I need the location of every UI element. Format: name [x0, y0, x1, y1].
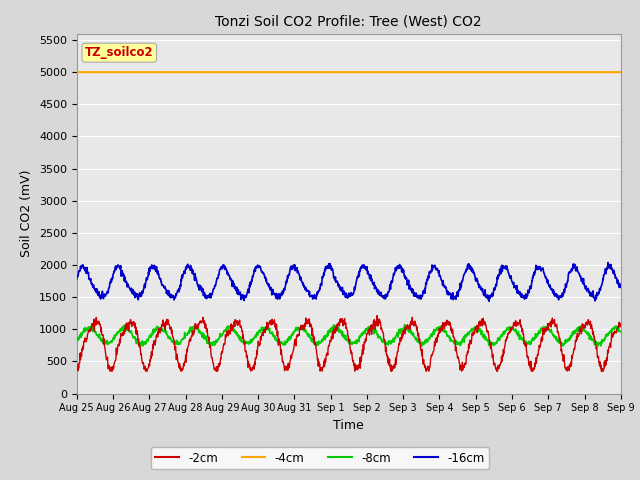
Y-axis label: Soil CO2 (mV): Soil CO2 (mV): [20, 170, 33, 257]
Legend: -2cm, -4cm, -8cm, -16cm: -2cm, -4cm, -8cm, -16cm: [150, 447, 490, 469]
Title: Tonzi Soil CO2 Profile: Tree (West) CO2: Tonzi Soil CO2 Profile: Tree (West) CO2: [216, 14, 482, 28]
X-axis label: Time: Time: [333, 419, 364, 432]
Text: TZ_soilco2: TZ_soilco2: [85, 46, 154, 59]
